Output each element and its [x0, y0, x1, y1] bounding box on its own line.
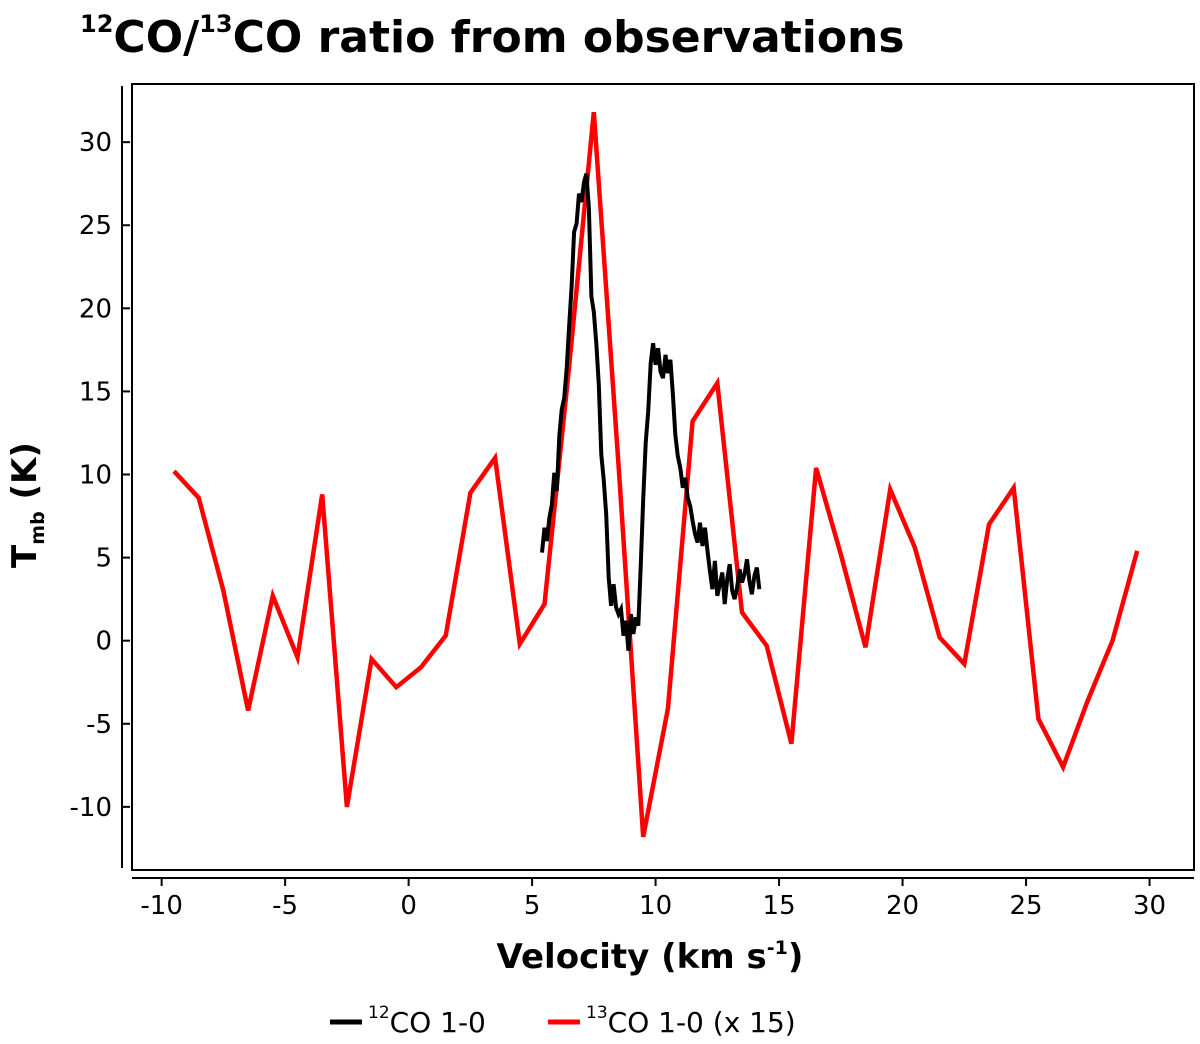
x-axis-label-tail: ) [788, 937, 804, 977]
x-tick-label: -10 [140, 891, 182, 921]
legend-label-13co-text: CO 1-0 (x 15) [608, 1006, 796, 1039]
x-axis-label-superscript: -1 [767, 937, 788, 959]
legend-label-13co-sup: 13 [586, 1003, 608, 1023]
y-tick-label: 0 [95, 627, 112, 657]
title-superscript-13: 13 [199, 10, 232, 38]
y-tick-label: 10 [79, 461, 112, 491]
x-tick-label: 15 [763, 891, 796, 921]
y-tick-label: 5 [95, 544, 112, 574]
x-axis-label: Velocity (km s-1) [497, 937, 804, 977]
y-ticks: -10 -5 0 5 10 15 20 25 30 [70, 128, 130, 823]
x-tick-label: 5 [524, 891, 541, 921]
y-axis-label: Tmb (K) [5, 442, 49, 568]
y-tick-label: 30 [79, 128, 112, 158]
title-part-2: CO ratio from observations [233, 12, 905, 63]
y-tick-label: 25 [79, 211, 112, 241]
legend: 12CO 1-0 13CO 1-0 (x 15) [330, 1003, 796, 1039]
y-tick-label: 20 [79, 294, 112, 324]
y-tick-label: 15 [79, 377, 112, 407]
series-line-13co [172, 111, 1140, 838]
chart-title: 12CO/13CO ratio from observations [80, 10, 905, 63]
x-tick-label: 30 [1133, 891, 1166, 921]
series-line-12co [540, 173, 762, 651]
title-part-1: CO/ [113, 12, 200, 63]
legend-label-12co-sup: 12 [368, 1003, 390, 1023]
x-tick-label: 0 [400, 891, 417, 921]
x-ticks: -10 -5 0 5 10 15 20 25 30 [140, 878, 1166, 921]
y-axis-label-subscript: mb [27, 511, 49, 544]
legend-label-12co-text: CO 1-0 [390, 1006, 486, 1039]
x-tick-label: 25 [1010, 891, 1043, 921]
series-layer [172, 111, 1140, 838]
x-axis-label-main: Velocity (km s [497, 937, 767, 977]
title-superscript-12: 12 [80, 10, 113, 38]
legend-label-13co: 13CO 1-0 (x 15) [586, 1003, 796, 1039]
x-tick-label: 20 [886, 891, 919, 921]
x-tick-label: -5 [272, 891, 298, 921]
y-tick-label: -5 [86, 710, 112, 740]
plot-area-frame [131, 83, 1195, 871]
legend-label-12co: 12CO 1-0 [368, 1003, 486, 1039]
y-axis-label-main: T [5, 544, 45, 568]
y-axis-label-tail: (K) [5, 442, 45, 511]
x-tick-label: 10 [639, 891, 672, 921]
y-tick-label: -10 [70, 793, 112, 823]
